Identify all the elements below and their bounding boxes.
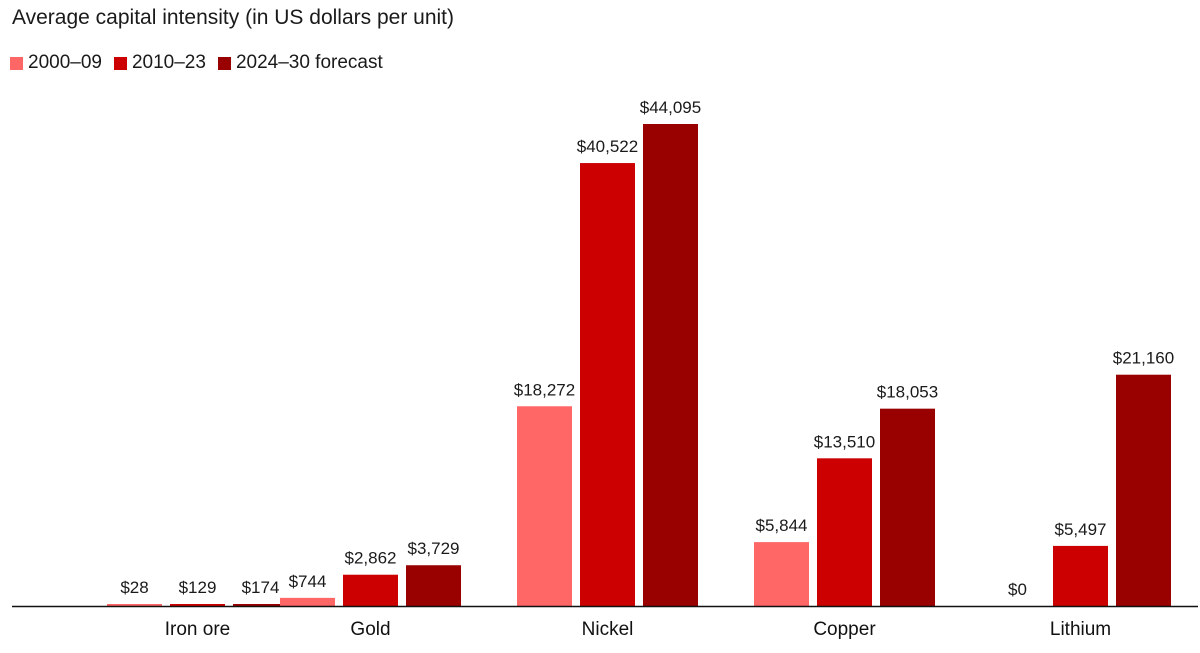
legend-item-2010-23: 2010–23 <box>113 52 206 74</box>
data-label-nickel-2024-30-forecast: $44,095 <box>640 98 701 117</box>
legend-item-2000-09: 2000–09 <box>10 52 102 74</box>
legend-swatch-2024-30 <box>217 56 231 70</box>
bar-nickel-2000-09 <box>517 406 572 606</box>
data-label-lithium-2024-30-forecast: $21,160 <box>1113 349 1174 368</box>
data-label-copper-2024-30-forecast: $18,053 <box>877 383 938 402</box>
bar-nickel-2024-30-forecast <box>643 124 698 606</box>
bar-nickel-2010-23 <box>580 163 635 606</box>
chart-title: Average capital intensity (in US dollars… <box>12 6 454 29</box>
bar-iron-ore-2000-09 <box>107 604 162 606</box>
legend: 2000–09 2010–23 2024–30 forecast <box>10 52 395 74</box>
bar-gold-2024-30-forecast <box>406 565 461 606</box>
legend-label-2010-23: 2010–23 <box>131 52 206 73</box>
data-label-gold-2000-09: $744 <box>289 572 327 591</box>
legend-swatch-2010-23 <box>113 56 127 70</box>
data-label-iron-ore-2000-09: $28 <box>120 578 148 597</box>
x-tick-lithium: Lithium <box>1050 619 1111 640</box>
bar-copper-2024-30-forecast <box>880 408 935 606</box>
x-tick-copper: Copper <box>813 619 876 640</box>
x-tick-gold: Gold <box>350 619 390 640</box>
bar-copper-2010-23 <box>817 458 872 606</box>
data-label-gold-2010-23: $2,862 <box>345 549 397 568</box>
data-label-nickel-2000-09: $18,272 <box>514 380 575 399</box>
data-label-gold-2024-30-forecast: $3,729 <box>408 539 460 558</box>
bar-gold-2000-09 <box>280 597 335 606</box>
legend-item-2024-30: 2024–30 forecast <box>217 52 383 74</box>
legend-label-2000-09: 2000–09 <box>28 52 102 73</box>
bar-lithium-2024-30-forecast <box>1116 374 1171 606</box>
data-label-iron-ore-2024-30-forecast: $174 <box>242 578 280 597</box>
bar-lithium-2010-23 <box>1053 545 1108 606</box>
legend-swatch-2000-09 <box>10 56 23 70</box>
data-label-lithium-2000-09: $0 <box>1008 580 1027 599</box>
x-tick-nickel: Nickel <box>582 619 634 640</box>
x-tick-iron-ore: Iron ore <box>165 619 230 640</box>
bar-iron-ore-2024-30-forecast <box>233 604 288 606</box>
bar-copper-2000-09 <box>754 542 809 606</box>
bar-gold-2010-23 <box>343 574 398 606</box>
data-label-lithium-2010-23: $5,497 <box>1055 520 1107 539</box>
data-label-iron-ore-2010-23: $129 <box>179 578 217 597</box>
bar-iron-ore-2010-23 <box>170 604 225 606</box>
data-label-copper-2010-23: $13,510 <box>814 432 875 451</box>
data-label-nickel-2010-23: $40,522 <box>577 137 638 156</box>
legend-label-2024-30: 2024–30 forecast <box>235 52 383 73</box>
data-label-copper-2000-09: $5,844 <box>756 516 808 535</box>
